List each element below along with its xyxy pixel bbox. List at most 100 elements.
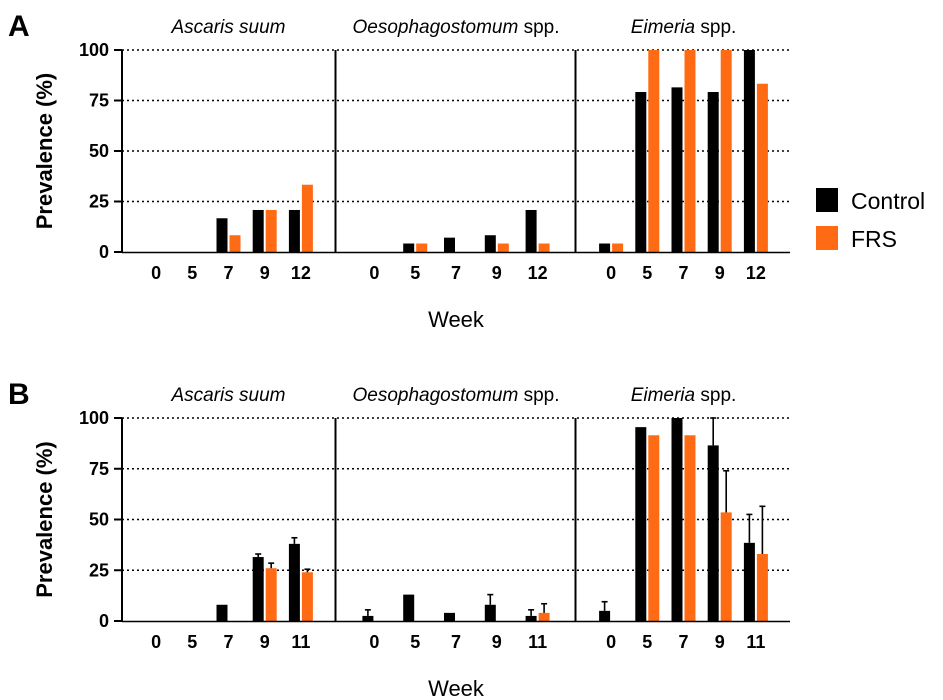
facet-title: Ascaris suum — [170, 385, 285, 406]
bar-control-wk9 — [707, 92, 719, 253]
bar-frs-wk11 — [538, 612, 550, 621]
bar-frs-wk9 — [265, 209, 277, 252]
x-tick-label: 11 — [746, 632, 765, 652]
bar-frs-wk9 — [720, 512, 732, 621]
x-tick-label: 5 — [410, 263, 420, 283]
x-tick-label: 11 — [528, 632, 547, 652]
facet-title-italic: Ascaris suum — [170, 17, 285, 38]
y-tick-label: 100 — [79, 40, 109, 60]
y-axis-label: Prevalence (%) — [32, 73, 57, 230]
x-tick-label: 11 — [291, 632, 310, 652]
facet-title: Ascaris suum — [170, 17, 285, 38]
x-tick-label: 5 — [187, 263, 197, 283]
facet-3: Eimeria spp. 0 5 7 9 11 — [599, 385, 768, 652]
bar-control-wk7 — [444, 612, 455, 621]
bar-control-wk0 — [362, 615, 374, 621]
y-tick-label: 50 — [89, 510, 109, 530]
x-tick-label: 0 — [151, 263, 161, 283]
facet-title-suffix: spp. — [695, 385, 736, 406]
bar-control-wk5 — [635, 92, 647, 253]
bar-control-wk7 — [216, 604, 228, 621]
y-tick-label: 25 — [89, 192, 109, 212]
bar-frs-wk7 — [684, 435, 696, 621]
legend-label-frs: FRS — [851, 226, 897, 252]
legend-swatch-control — [816, 188, 838, 212]
facet-title-suffix: spp. — [518, 17, 559, 38]
x-tick-label: 7 — [678, 632, 688, 652]
y-tick-label: 75 — [89, 91, 109, 111]
x-tick-label: 9 — [715, 263, 725, 283]
x-tick-label: 9 — [492, 632, 502, 652]
x-tick-label: 0 — [606, 632, 616, 652]
x-tick-label: 7 — [451, 632, 461, 652]
y-tick-label: 75 — [89, 459, 109, 479]
bar-control-wk9 — [252, 209, 264, 252]
facet-title: Oesophagostomum spp. — [352, 17, 559, 38]
bar-control-wk9 — [484, 604, 496, 621]
panel-b: B Prevalence (%) 0 25 50 75 100 Ascaris suum 0 5 7… — [8, 378, 790, 700]
facet-3: Eimeria spp. 0 5 7 9 12 — [599, 17, 768, 283]
x-tick-label: 12 — [528, 263, 548, 283]
bar-frs-wk7 — [229, 235, 241, 252]
x-tick-label: 7 — [451, 263, 461, 283]
bar-frs-wk12 — [538, 243, 550, 252]
bar-frs-wk12 — [756, 83, 768, 252]
bar-frs-wk9 — [720, 50, 732, 252]
x-tick-label: 0 — [606, 263, 616, 283]
x-tick-label: 12 — [746, 263, 766, 283]
panel-letter: B — [8, 378, 30, 411]
x-tick-label: 5 — [642, 263, 652, 283]
y-tick-label: 25 — [89, 560, 109, 580]
facet-2: Oesophagostomum spp. 0 5 7 9 11 — [352, 385, 559, 652]
bar-frs-wk9 — [265, 568, 277, 621]
y-tick-label: 0 — [99, 611, 109, 631]
x-tick-label: 12 — [291, 263, 311, 283]
facet-1: Ascaris suum 0 5 7 9 12 — [151, 17, 313, 283]
facet-title-italic: Ascaris suum — [170, 385, 285, 406]
x-axis-label: Week — [428, 307, 485, 332]
facet-title-suffix: spp. — [695, 17, 736, 38]
facet-title: Eimeria spp. — [631, 17, 737, 38]
x-tick-label: 7 — [223, 632, 233, 652]
bar-control-wk9 — [484, 235, 496, 252]
bar-control-wk12 — [743, 50, 755, 252]
x-tick-label: 0 — [151, 632, 161, 652]
facet-1: Ascaris suum 0 5 7 9 11 — [151, 385, 313, 652]
x-tick-label: 9 — [260, 632, 270, 652]
y-axis-label: Prevalence (%) — [32, 441, 57, 598]
bar-control-wk7 — [671, 418, 683, 621]
x-axis-label: Week — [428, 676, 485, 700]
y-tick-label: 0 — [99, 242, 109, 262]
bar-control-wk12 — [525, 209, 537, 252]
legend: Control FRS — [816, 188, 925, 252]
bar-control-wk7 — [671, 87, 683, 253]
bar-control-wk0 — [599, 243, 611, 252]
facet-2: Oesophagostomum spp. 0 5 7 9 12 — [352, 17, 559, 283]
facet-title-italic: Eimeria — [631, 17, 695, 38]
bar-frs-wk0 — [612, 243, 624, 252]
bar-control-wk5 — [403, 243, 415, 252]
x-tick-label: 7 — [678, 263, 688, 283]
bar-frs-wk7 — [684, 50, 696, 252]
facet-title-italic: Oesophagostomum — [352, 17, 518, 38]
bar-control-wk5 — [403, 594, 415, 621]
panel-letter: A — [8, 10, 30, 43]
facet-title-italic: Oesophagostomum — [352, 385, 518, 406]
facet-title: Eimeria spp. — [631, 385, 737, 406]
x-tick-label: 5 — [410, 632, 420, 652]
facet-title-suffix: spp. — [518, 385, 559, 406]
bar-control-wk11 — [525, 615, 537, 621]
bar-control-wk5 — [635, 427, 647, 621]
bar-control-wk9 — [707, 445, 719, 621]
x-tick-label: 9 — [492, 263, 502, 283]
x-tick-label: 7 — [223, 263, 233, 283]
x-tick-label: 0 — [369, 632, 379, 652]
bar-control-wk11 — [743, 542, 755, 621]
legend-label-control: Control — [851, 188, 925, 214]
bar-control-wk7 — [444, 237, 455, 252]
x-tick-label: 9 — [260, 263, 270, 283]
bar-frs-wk5 — [648, 435, 660, 621]
y-tick-label: 100 — [79, 408, 109, 428]
x-tick-label: 0 — [369, 263, 379, 283]
bar-control-wk9 — [252, 557, 264, 621]
